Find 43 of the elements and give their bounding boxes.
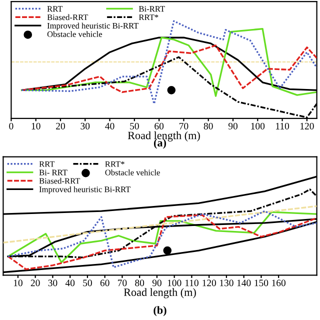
x-tick-label: 100 [168,280,182,286]
x-tick-label: 30 [80,122,90,130]
x-tick-label: 120 [300,122,314,130]
x-tick-label: 70 [179,122,188,130]
x-tick-label: 90 [228,122,238,130]
x-tick-label: 30 [48,280,58,286]
x-tick-label: 70 [118,280,127,286]
x-tick-label: 10 [32,122,40,130]
legend-label: Bi- RRT [39,170,68,176]
x-tick-label: 50 [130,122,139,130]
x-tick-label: 40 [65,280,75,286]
legend-label: RRT* [138,14,158,20]
legend-label: RRT [47,6,63,12]
x-axis-title: Road length (m) [124,288,196,298]
x-tick-label: 20 [30,280,40,286]
legend-label: Improved heuristic Bi-RRT [47,22,139,30]
x-tick-label: 160 [272,280,286,286]
legend-label: Biased-RRT [39,178,80,184]
legend-label: Biased-RRT [47,14,88,20]
x-tick-label: 110 [185,280,198,286]
text: (b) [154,306,166,316]
x-tick-label: 50 [83,280,92,286]
x-tick-label: 150 [254,280,268,286]
legend-label: Bi-RRT [138,6,165,12]
x-tick-label: 60 [100,280,110,286]
x-tick-label: 90 [152,280,162,286]
x-tick-label: 80 [204,122,213,130]
x-tick-label: 140 [237,280,251,286]
x-tick-label: 20 [56,122,65,130]
x-tick-label: 60 [154,122,164,130]
x-tick-label: 80 [135,280,144,286]
x-tick-label: 0 [9,122,14,130]
x-tick-label: 110 [276,122,290,130]
legend-label: Obstacle vehicle [105,169,160,176]
legend-label: Obstacle vehicle [47,31,102,38]
x-tick-label: 100 [251,122,265,130]
legend-label: RRT [39,161,55,167]
legend-label: RRT* [105,161,124,167]
x-tick-label: 120 [202,280,216,286]
legend-label: Improved heuristic Bi-RRT [39,186,131,194]
x-tick-label: 40 [105,122,114,130]
x-tick-label: 10 [14,280,22,286]
x-tick-label: 130 [220,280,234,286]
